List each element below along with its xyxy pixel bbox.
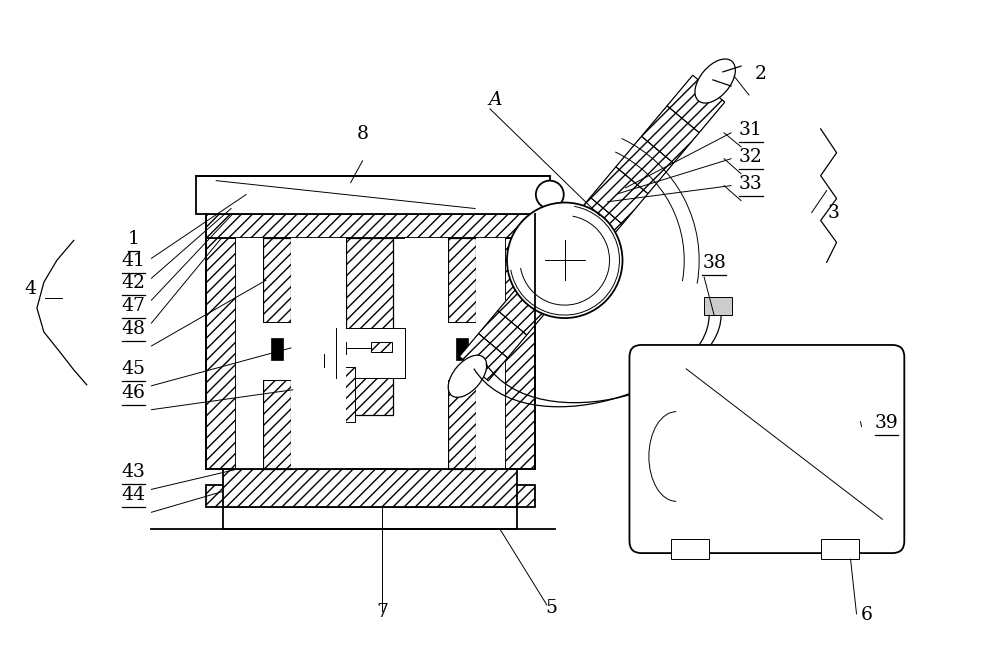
Ellipse shape	[448, 355, 487, 397]
Polygon shape	[498, 288, 546, 335]
Text: 32: 32	[739, 147, 763, 165]
Bar	[263, 239, 291, 470]
FancyBboxPatch shape	[629, 345, 904, 553]
Bar	[448, 239, 476, 470]
Text: 43: 43	[122, 464, 145, 481]
Text: 7: 7	[376, 603, 388, 621]
Polygon shape	[517, 265, 565, 312]
Text: 42: 42	[122, 274, 146, 292]
Text: 39: 39	[875, 413, 898, 431]
Bar	[206, 485, 535, 507]
Text: 8: 8	[357, 125, 369, 143]
Bar	[371, 342, 392, 352]
Circle shape	[536, 181, 564, 208]
Text: 6: 6	[861, 606, 872, 624]
Bar	[405, 342, 435, 352]
Text: A: A	[488, 91, 502, 109]
Bar	[704, 297, 732, 315]
Polygon shape	[590, 167, 648, 224]
Bar	[671, 539, 709, 559]
Bar	[505, 239, 535, 470]
Text: 41: 41	[122, 253, 145, 270]
Text: 46: 46	[122, 384, 145, 402]
Bar	[405, 239, 448, 470]
Text: 1: 1	[128, 230, 139, 249]
Text: 38: 38	[702, 254, 726, 272]
Bar	[236, 239, 263, 470]
Text: 31: 31	[739, 121, 763, 139]
Bar	[206, 239, 236, 470]
Text: 4: 4	[24, 280, 36, 298]
Polygon shape	[479, 311, 527, 358]
Ellipse shape	[695, 59, 735, 103]
Text: 48: 48	[122, 320, 146, 338]
Text: 5: 5	[546, 599, 558, 617]
Polygon shape	[642, 106, 699, 163]
Bar	[196, 176, 550, 214]
Bar	[293, 367, 355, 421]
Text: 44: 44	[122, 486, 146, 505]
Polygon shape	[565, 197, 622, 255]
Bar	[456, 338, 468, 360]
Bar	[476, 239, 505, 470]
Bar	[444, 322, 480, 380]
Text: 45: 45	[122, 360, 146, 378]
Bar	[223, 470, 517, 507]
Bar	[271, 338, 283, 360]
Bar	[291, 239, 346, 470]
Text: 33: 33	[739, 175, 763, 192]
Polygon shape	[459, 334, 508, 381]
Polygon shape	[667, 75, 725, 133]
Bar	[206, 214, 535, 239]
Circle shape	[507, 202, 622, 318]
Bar	[223, 507, 517, 529]
Text: 47: 47	[122, 297, 146, 315]
Polygon shape	[616, 136, 674, 194]
Bar	[346, 239, 393, 415]
Bar	[291, 342, 346, 354]
Text: 2: 2	[755, 65, 767, 83]
Bar	[821, 539, 859, 559]
Bar	[259, 322, 295, 380]
Text: 3: 3	[828, 204, 840, 222]
Bar	[336, 328, 405, 378]
